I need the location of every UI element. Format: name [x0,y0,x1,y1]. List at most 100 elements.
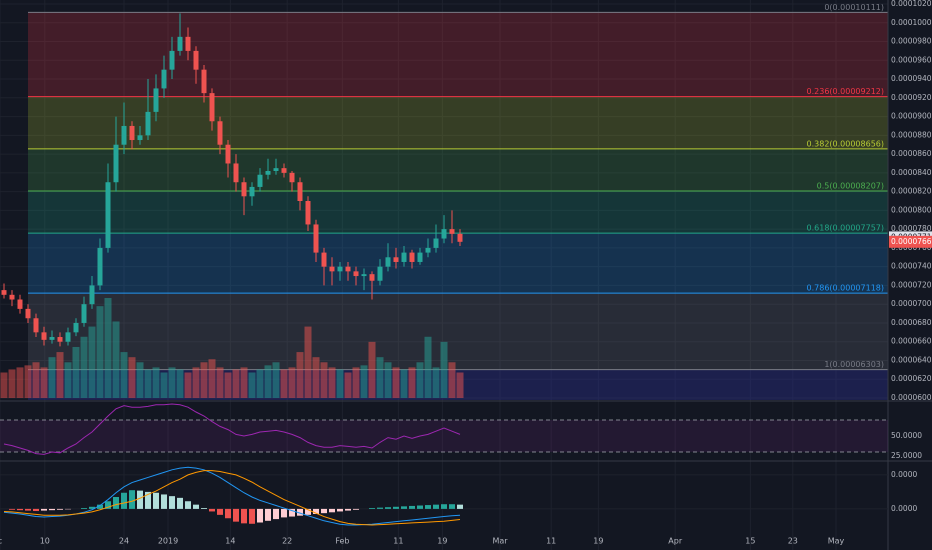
volume-bar [24,365,32,398]
macd-histogram-bar [233,508,239,522]
macd-histogram-bar [25,508,31,511]
candle-body [41,332,47,340]
y-tick-label: 0.00008400 [891,168,932,177]
macd-histogram-bar [369,508,375,509]
fib-zone [28,233,888,294]
candle-body [25,308,31,319]
candle-body [17,299,23,309]
rsi-line [3,403,461,455]
volume-bar [320,362,328,398]
fib-zone [28,293,888,370]
volume-bar [48,357,56,398]
candle-body [401,252,407,262]
macd-histogram-bar [145,491,151,509]
macd-histogram-bar [425,505,431,509]
candle-body [417,252,423,262]
candle-body [97,247,103,286]
candle-body [361,274,367,277]
fib-label: 0.786(0.00007118) [807,284,885,293]
candle-body [385,257,391,267]
x-tick-label: 15 [745,537,755,546]
y-tick-label: 0.00010200 [891,0,932,8]
volume-bar [0,372,8,398]
volume-bar [456,372,464,398]
volume-bar [288,367,296,398]
x-tick-label: 14 [225,537,235,546]
candle-body [145,111,151,136]
fib-label: 0.5(0.00008207) [817,181,884,190]
candle-body [241,182,247,197]
x-tick-label: 11 [393,537,403,546]
volume-bar [408,367,416,398]
macd-histogram-bar [265,508,271,521]
y-tick-label: 0.00006400 [891,355,932,364]
candle-body [129,125,135,141]
fib-zone [28,190,888,234]
x-tick-label: 10 [40,537,50,546]
macd-histogram-bar [433,504,439,509]
volume-bar [144,369,152,398]
macd-histogram-bar [97,504,103,509]
candle-body [369,274,375,281]
macd-histogram-bar [321,508,327,514]
macd-histogram-bar [353,508,359,510]
volume-bar [424,336,432,398]
x-tick-label: 19 [593,537,603,546]
candle-body [81,304,87,323]
macd-histogram-bar [41,508,47,511]
volume-bar [400,369,408,398]
volume-bar [8,369,16,398]
x-tick-label: Feb [335,537,349,546]
candle-body [409,252,415,262]
macd-histogram-bar [441,504,447,509]
candle-body [185,36,191,51]
volume-bar [184,372,192,398]
candle-body [9,294,15,300]
candle-body [225,144,231,164]
x-tick-label: Apr [668,537,683,546]
candle-body [457,233,463,242]
macd-histogram-bar [281,508,287,518]
macd-histogram-bar [273,508,279,520]
candle-body [345,266,351,272]
volume-bar [216,367,224,398]
rsi-band [0,420,888,452]
volume-bar [128,357,136,398]
candle-body [177,36,183,51]
volume-bar [264,365,272,398]
volume-bar [112,321,120,398]
volume-bar [152,367,160,398]
macd-histogram-bar [121,492,127,509]
volume-bar [336,369,344,398]
macd-histogram-bar [137,490,143,509]
x-tick-label: May [828,537,845,546]
macd-histogram-bar [217,508,223,515]
candle-body [329,266,335,272]
candle-body [57,337,63,342]
volume-bar [56,352,64,398]
candle-body [105,182,111,248]
y-tick-label: 0.00008800 [891,130,932,139]
y-tick-label: 0.00009000 [891,112,932,121]
y-tick-label: 0.00009400 [891,74,932,83]
volume-bar [360,365,368,398]
volume-bar [176,369,184,398]
macd-histogram-bar [161,494,167,509]
fib-label: 0.618(0.00007757) [807,224,885,233]
macd-histogram-bar [209,508,215,512]
candle-body [377,266,383,281]
macd-histogram-bar [409,505,415,509]
volume-bar [280,369,288,398]
volume-bar [416,362,424,398]
y-tick-label: 0.00006200 [891,374,932,383]
macd-histogram-bar [89,506,95,509]
candle-body [121,125,127,145]
volume-bar [232,369,240,398]
candle-body [281,168,287,173]
x-tick-label: 23 [788,537,798,546]
candle-body [193,50,199,70]
candle-body [289,172,295,183]
candle-body [1,290,7,295]
x-tick-label: 2019 [158,537,178,546]
